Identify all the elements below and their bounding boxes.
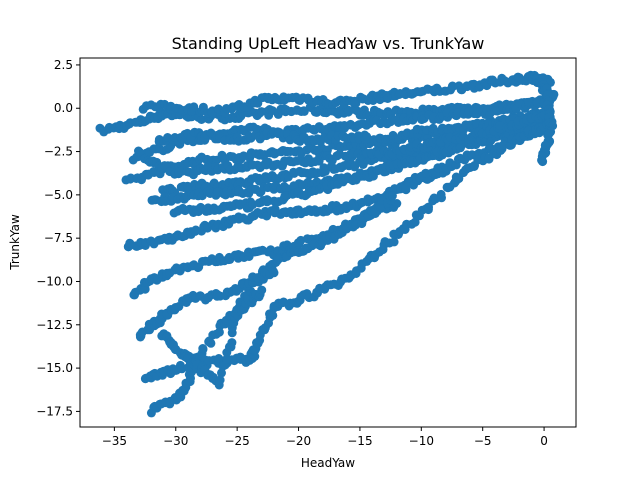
y-axis-label: TrunkYaw	[8, 214, 22, 271]
scatter-point	[387, 191, 397, 201]
scatter-point	[537, 155, 547, 165]
scatter-point	[269, 268, 279, 278]
plot-frame	[79, 57, 577, 428]
scatter-point	[544, 129, 554, 139]
y-tick-label: −12.5	[36, 318, 73, 332]
scatter-points	[95, 70, 559, 418]
chart-title: Standing UpLeft HeadYaw vs. TrunkYaw	[172, 34, 485, 53]
y-tick-label: −7.5	[44, 231, 73, 245]
x-tick-label: −20	[286, 434, 311, 448]
y-tick-label: 2.5	[54, 58, 73, 72]
x-tick-label: 0	[540, 434, 548, 448]
scatter-point	[257, 285, 267, 295]
scatter-point	[214, 327, 224, 337]
y-tick-label: −15.0	[36, 361, 73, 375]
scatter-point	[410, 217, 420, 227]
scatter-point	[455, 143, 465, 153]
scatter-point	[436, 189, 446, 199]
y-tick-label: −2.5	[44, 145, 73, 159]
y-axis-ticks: 2.5 0.0 −2.5 −5.0 −7.5 −10.0 −12.5 −15.0 −17.5	[36, 58, 80, 418]
x-tick-label: −10	[409, 434, 434, 448]
y-tick-label: −17.5	[36, 404, 73, 418]
scatter-point	[495, 121, 505, 131]
x-axis-ticks: −35 −30 −25 −20 −15 −10 −5 0	[102, 427, 548, 448]
x-tick-label: −15	[347, 434, 372, 448]
y-tick-label: 0.0	[54, 101, 73, 115]
scatter-point	[189, 102, 199, 112]
scatter-point	[135, 147, 145, 157]
y-tick-label: −5.0	[44, 188, 73, 202]
scatter-point	[215, 375, 225, 385]
x-tick-label: −35	[102, 434, 127, 448]
x-axis-label: HeadYaw	[301, 456, 355, 470]
x-tick-label: −5	[474, 434, 492, 448]
scatter-point	[268, 310, 278, 320]
scatter-point	[448, 81, 457, 91]
scatter-point	[217, 368, 226, 378]
y-tick-label: −10.0	[36, 274, 73, 288]
scatter-point	[362, 132, 372, 142]
scatter-point	[389, 237, 399, 247]
scatter-point	[222, 354, 232, 364]
x-tick-label: −25	[224, 434, 249, 448]
scatter-point	[214, 354, 224, 363]
x-tick-label: −30	[163, 434, 188, 448]
scatter-point	[227, 338, 237, 348]
scatter-point	[198, 344, 208, 353]
